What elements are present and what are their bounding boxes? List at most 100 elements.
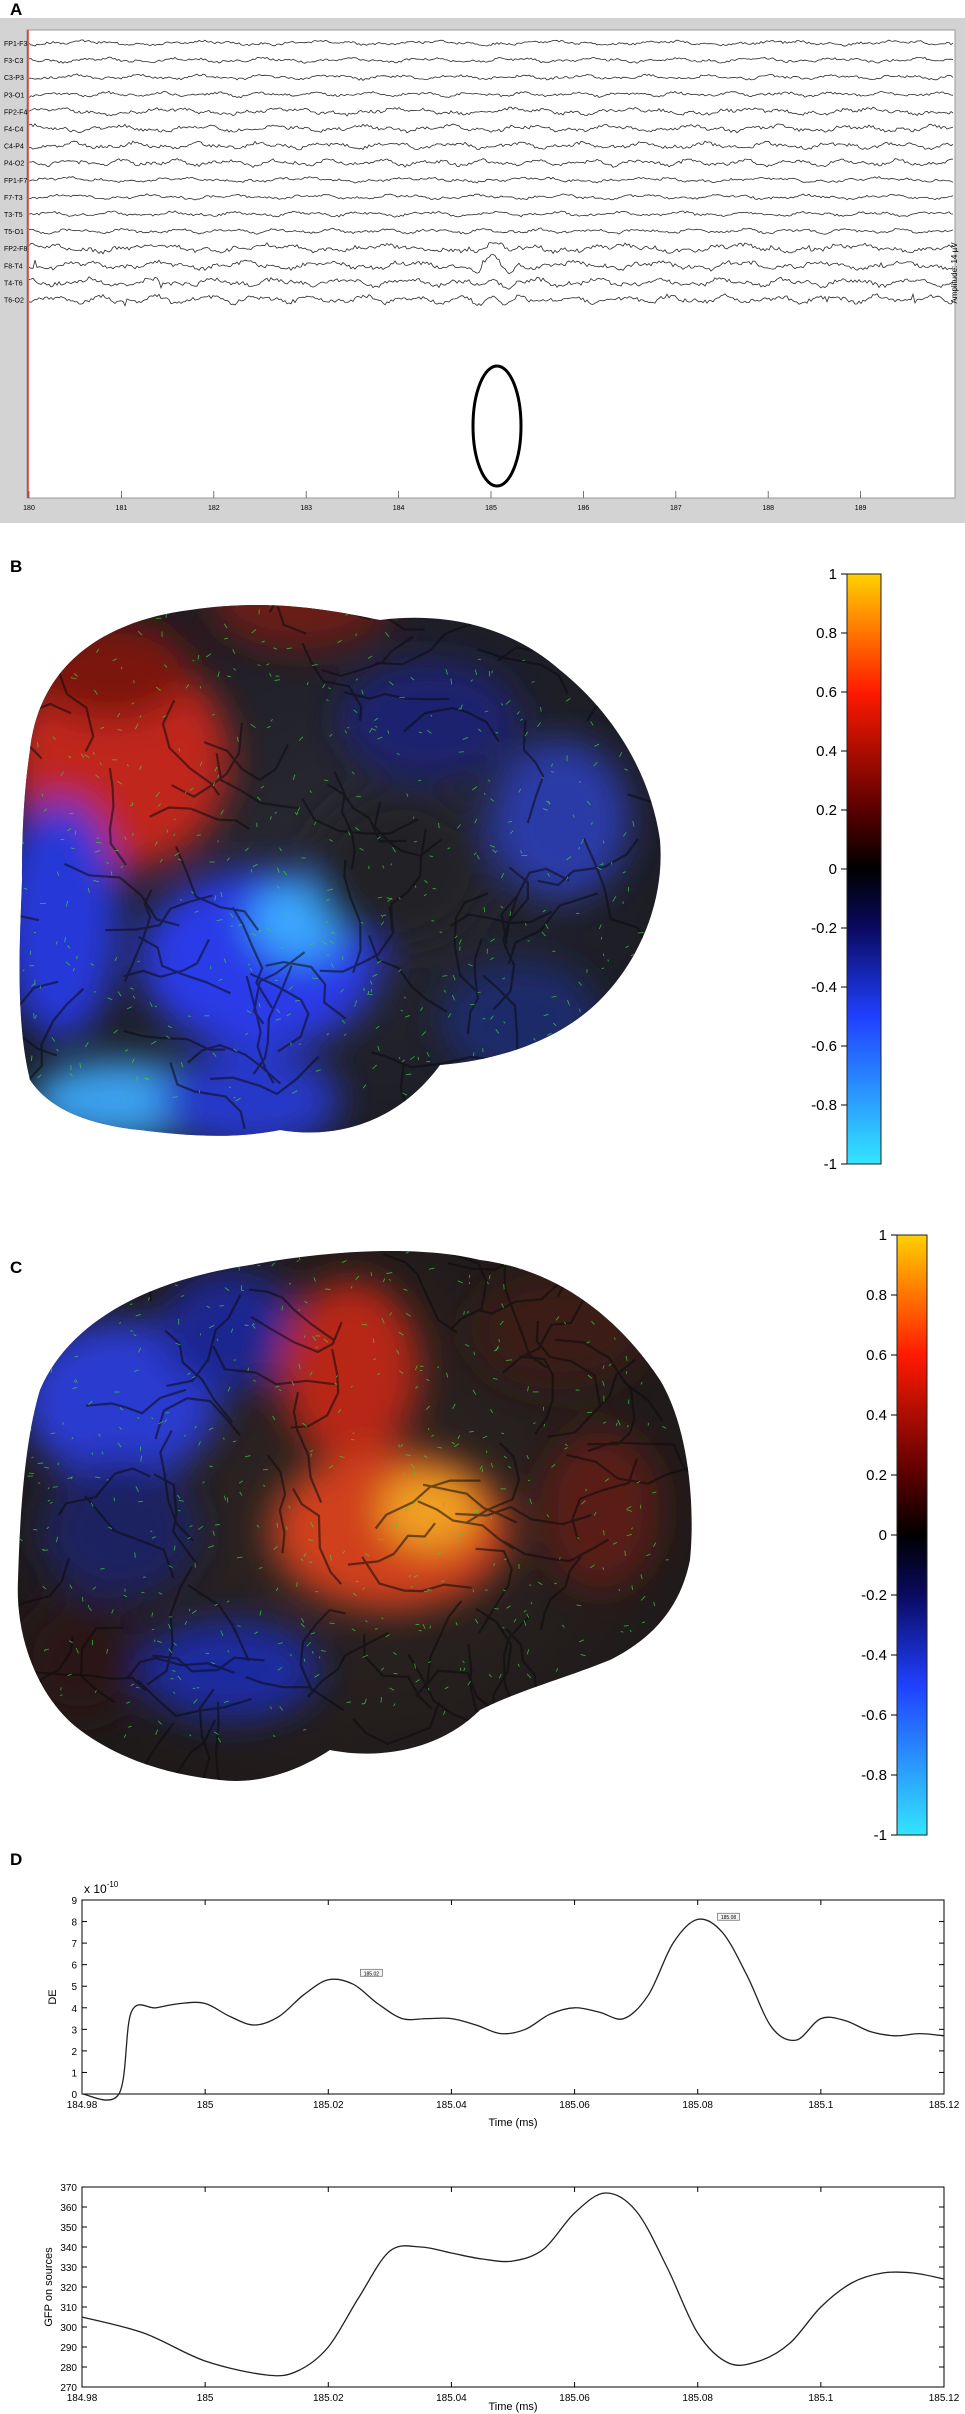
eeg-trace <box>28 90 954 99</box>
eeg-trace <box>28 158 954 168</box>
de-x-tick-label: 185.04 <box>436 2100 467 2111</box>
gfp-x-tick-label: 185.04 <box>436 2393 467 2404</box>
gfp-y-tick-label: 360 <box>60 2203 77 2214</box>
eeg-x-tick-label: 183 <box>300 505 312 512</box>
eeg-trace <box>28 254 954 275</box>
gfp-y-tick-label: 340 <box>60 2243 77 2254</box>
de-y-tick-label: 3 <box>71 2025 77 2036</box>
eeg-channel-label: P3-O1 <box>4 92 24 99</box>
eeg-channel-label: FP2-F8 <box>4 246 27 253</box>
eeg-plot-area <box>26 29 956 499</box>
eeg-channel-label: T4-T6 <box>4 280 23 287</box>
eeg-x-tick-label: 185 <box>485 505 497 512</box>
gfp-y-tick-label: 300 <box>60 2323 77 2334</box>
eeg-channel-label: T5-O1 <box>4 229 24 236</box>
gfp-x-tick-label: 185 <box>197 2393 214 2404</box>
eeg-channel-label: T6-O2 <box>4 298 24 305</box>
de-peak-marker <box>360 1968 383 1977</box>
eeg-amplitude-label: Amplitude: 14 µV <box>950 242 959 304</box>
colorbar-c <box>896 1234 928 1836</box>
de-plot-frame <box>81 1899 945 2095</box>
gfp-y-tick-label: 280 <box>60 2363 77 2374</box>
gfp-chart: 184.98 185 185.02 185.04 185.06 185.08 185.1 18… <box>43 2183 960 2413</box>
colorbar-c-tick-label: 1 <box>879 1227 887 1244</box>
eeg-x-tick-label: 184 <box>393 505 405 512</box>
brain-surface-c <box>17 1250 692 1781</box>
gfp-x-tick-label: 185.02 <box>313 2393 344 2404</box>
de-y-tick-label: 2 <box>71 2047 77 2058</box>
eeg-channel-label: FP1-F3 <box>4 41 27 48</box>
eeg-x-tick-label: 182 <box>208 505 220 512</box>
brain-surface-b <box>19 604 661 1136</box>
colorbar-b-tick-label: 0.8 <box>816 625 837 642</box>
eeg-channel-label: F7-T3 <box>4 195 23 202</box>
panel-label-c: C <box>10 1258 23 1277</box>
eeg-x-tick-label: 187 <box>670 505 682 512</box>
eeg-x-tick-label: 181 <box>116 505 128 512</box>
eeg-channel-label: T3-T5 <box>4 212 23 219</box>
de-x-tick-label: 185.08 <box>682 2100 713 2111</box>
colorbar-c-tick-label: 0.8 <box>866 1287 887 1304</box>
gfp-plot-frame <box>81 2186 945 2388</box>
de-x-tick-label: 185.06 <box>559 2100 590 2111</box>
eeg-x-tick-label: 188 <box>762 505 774 512</box>
eeg-trace <box>28 292 954 307</box>
gfp-y-tick-label: 310 <box>60 2303 77 2314</box>
de-peak-label: 185.08 <box>721 1915 737 1921</box>
eeg-trace <box>28 73 954 81</box>
eeg-trace <box>28 210 954 218</box>
colorbar-c-tick-label: -0.6 <box>861 1707 887 1724</box>
eeg-channel-label: F4-C4 <box>4 127 24 134</box>
colorbar-b-tick-label: 1 <box>829 566 837 583</box>
eeg-trace <box>28 123 954 134</box>
eeg-channel-label: C3-P3 <box>4 75 24 82</box>
colorbar-b-tick-label: 0.4 <box>816 743 837 760</box>
colorbar-b-tick-label: 0 <box>829 861 837 878</box>
gfp-x-tick-label: 185.12 <box>929 2393 960 2404</box>
gfp-y-tick-label: 320 <box>60 2283 77 2294</box>
gfp-y-tick-label: 350 <box>60 2223 77 2234</box>
panel-label-b: B <box>10 557 23 576</box>
eeg-trace <box>28 56 954 64</box>
colorbar-c-tick-label: -0.2 <box>861 1587 887 1604</box>
eeg-trace <box>28 242 954 255</box>
eeg-channel-label: P4-O2 <box>4 161 24 168</box>
eeg-channel-label: F3-C3 <box>4 58 24 65</box>
colorbar-c-tick-label: 0.2 <box>866 1467 887 1484</box>
eeg-channel-label: FP2-F4 <box>4 109 27 116</box>
eeg-trace <box>28 175 954 184</box>
panel-label-a: A <box>10 0 23 19</box>
de-x-tick-label: 185 <box>197 2100 214 2111</box>
eeg-x-tick-label: 186 <box>578 505 590 512</box>
de-y-tick-label: 0 <box>71 2090 77 2101</box>
colorbar-b-tick-label: 0.2 <box>816 802 837 819</box>
de-x-tick-label: 185.12 <box>929 2100 960 2111</box>
de-y-tick-label: 9 <box>71 1896 77 1907</box>
colorbar-b-tick-label: -0.2 <box>811 920 837 937</box>
de-peak-marker <box>717 1912 740 1921</box>
eeg-trace <box>29 193 954 201</box>
gfp-xlabel: Time (ms) <box>488 2401 537 2413</box>
colorbar-b-tick-label: -0.8 <box>811 1097 837 1114</box>
de-y-tick-label: 1 <box>71 2068 77 2079</box>
colorbar-b <box>846 573 882 1165</box>
gfp-series-line <box>81 2192 945 2377</box>
de-ylabel: DE <box>47 1989 59 2004</box>
de-x-tick-label: 185.02 <box>313 2100 344 2111</box>
colorbar-b-tick-label: -1 <box>824 1156 837 1173</box>
de-y-tick-label: 5 <box>71 1982 77 1993</box>
gfp-y-tick-label: 370 <box>60 2183 77 2194</box>
de-chart: 184.98 185 185.02 185.04 185.06 185.08 185.1 18… <box>47 1880 960 2129</box>
de-y-tick-label: 7 <box>71 1939 77 1950</box>
brain-map-c: 1 0.8 0.6 0.4 0.2 0 -0.2 -0.4 -0.6 -0.8 -1 <box>17 1227 928 1844</box>
eeg-trace <box>28 39 954 47</box>
de-exponent-label: x 10-10 <box>84 1880 119 1896</box>
de-x-tick-label: 184.98 <box>67 2100 98 2111</box>
de-y-tick-label: 6 <box>71 1961 77 1972</box>
eeg-channel-label: C4-P4 <box>4 144 24 151</box>
eeg-trace <box>28 276 954 290</box>
eeg-trace <box>28 227 954 235</box>
de-y-tick-label: 8 <box>71 1918 77 1929</box>
gfp-x-tick-label: 184.98 <box>67 2393 98 2404</box>
eeg-trace <box>28 106 954 117</box>
